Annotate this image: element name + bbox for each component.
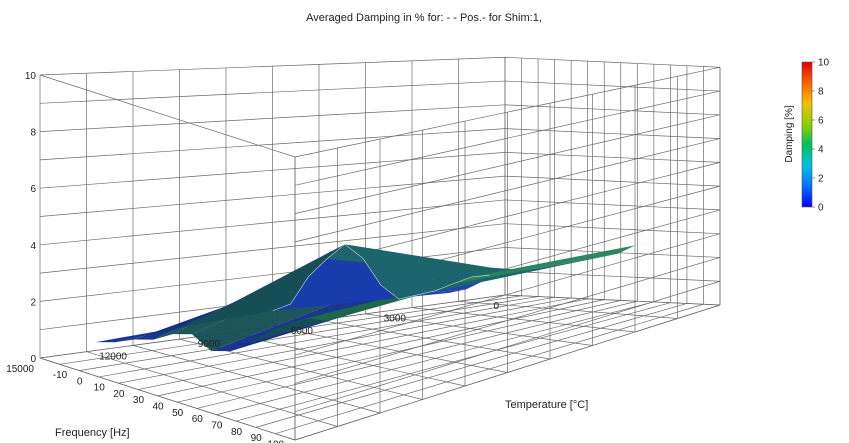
- grid-line: [504, 223, 721, 235]
- temperature-tick-label: 70: [211, 420, 223, 431]
- grid-line: [294, 138, 721, 243]
- colorbar-label: Damping [%]: [784, 105, 795, 162]
- colorbar-tick-label: 10: [818, 58, 830, 69]
- grid-line: [318, 319, 551, 360]
- grid-line: [39, 152, 506, 189]
- grid-line: [504, 104, 721, 116]
- grid-line: [39, 56, 506, 76]
- grid-line: [504, 199, 721, 211]
- grid-line: [504, 270, 721, 282]
- z-tick-label: 6: [30, 184, 36, 195]
- grid-line: [294, 114, 721, 214]
- frequency-tick-label: 9000: [198, 339, 221, 350]
- colorbar-ticks: 0 2 4 6 8 10: [812, 58, 830, 213]
- grid-line: [39, 223, 506, 274]
- temperature-tick-label: -10: [53, 370, 68, 381]
- z-tick-label: 10: [25, 71, 37, 82]
- colorbar-tick-label: 2: [818, 174, 824, 185]
- colorbar-tick-label: 0: [818, 203, 824, 213]
- grid-line: [39, 199, 506, 246]
- grid-line: [39, 247, 506, 302]
- grid-line: [272, 326, 508, 373]
- colorbar-tick-label: 4: [818, 145, 824, 156]
- grid-line: [504, 128, 721, 139]
- grid-line: [411, 307, 636, 333]
- damping-surface: [95, 241, 653, 352]
- temperature-tick-label: 60: [192, 414, 204, 425]
- grid-line: [225, 332, 466, 387]
- colorbar: Damping [%] 0 2 4 6 8 10: [784, 58, 830, 213]
- y-axis-label: Frequency [Hz]: [55, 427, 130, 439]
- frequency-tick-label: 3000: [384, 314, 407, 325]
- z-tick-label: 0: [30, 354, 36, 365]
- grid-line: [132, 345, 381, 414]
- grid-lines: [39, 56, 721, 441]
- temperature-tick-label: 20: [113, 389, 125, 400]
- grid-line: [86, 351, 338, 427]
- grid-line: [39, 104, 506, 132]
- frequency-tick-label: 6000: [291, 326, 314, 337]
- surface-patch: [172, 244, 363, 335]
- temperature-tick-label: 10: [94, 383, 106, 394]
- chart-title: Averaged Damping in % for: - - Pos.- for…: [306, 12, 542, 24]
- surface-patch: [435, 253, 619, 291]
- temperature-tick-label: 50: [172, 408, 184, 419]
- surface-contour-line: [272, 243, 490, 312]
- frequency-tick-label: 15000: [6, 364, 34, 375]
- temperature-tick-label: 80: [231, 427, 243, 438]
- frame-line: [39, 74, 296, 158]
- colorbar-gradient: [801, 61, 813, 208]
- temperature-tick-label: 100: [267, 439, 284, 443]
- grid-line: [458, 300, 678, 319]
- grid-line: [504, 152, 721, 163]
- grid-line: [294, 66, 721, 158]
- frequency-tick-label: 12000: [99, 351, 127, 362]
- grid-line: [504, 56, 721, 68]
- surface-patch: [344, 244, 534, 272]
- colorbar-tick-label: 8: [818, 87, 824, 98]
- temperature-tick-label: 0: [77, 376, 83, 387]
- grid-line: [504, 80, 721, 92]
- x-axis-label: Temperature [°C]: [505, 399, 588, 411]
- z-tick-label: 4: [30, 241, 36, 252]
- frame-line: [39, 357, 296, 441]
- colorbar-tick-label: 6: [818, 116, 824, 127]
- tick-labels: 0 2 4 6 8 10 15000 12000 9000 6000 3000 0 -10 0 10 20 30…: [6, 71, 499, 443]
- surface-patch: [453, 245, 636, 284]
- z-tick-label: 2: [30, 297, 36, 308]
- temperature-tick-label: 30: [133, 395, 145, 406]
- grid-line: [39, 128, 506, 161]
- grid-line: [294, 90, 721, 186]
- temperature-tick-label: 90: [251, 433, 263, 443]
- frequency-tick-label: 0: [493, 301, 499, 312]
- z-tick-label: 8: [30, 128, 36, 139]
- surface-patch: [362, 258, 551, 286]
- grid-line: [504, 175, 721, 187]
- grid-line: [365, 313, 593, 346]
- grid-line: [504, 294, 721, 306]
- temperature-tick-label: 40: [153, 402, 165, 413]
